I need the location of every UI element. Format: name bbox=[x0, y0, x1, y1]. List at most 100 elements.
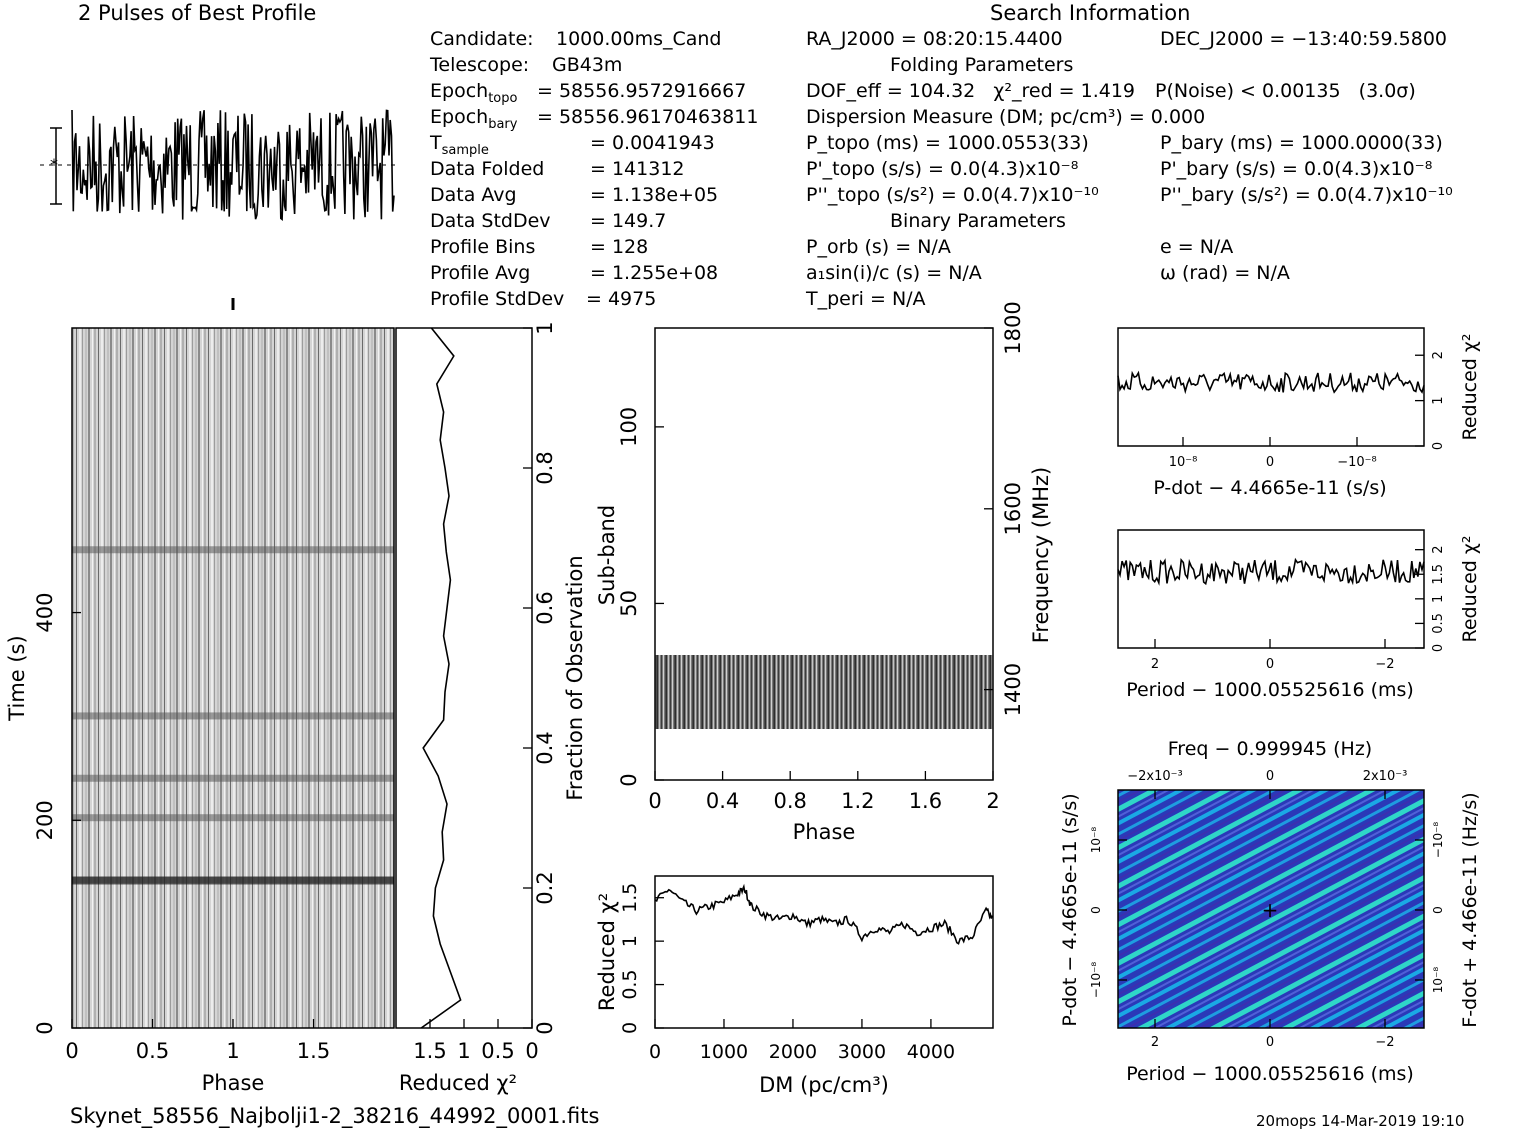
tp-x-label: 0.5 bbox=[136, 1039, 169, 1063]
ppdot-frame bbox=[1117, 789, 1425, 1029]
per-y-label: 0.5 bbox=[1431, 613, 1446, 634]
period-xlabel: Period − 1000.05525616 (ms) bbox=[1126, 679, 1414, 701]
period-ylabel: Reduced χ² bbox=[1459, 536, 1481, 643]
time-phase-dark-row bbox=[72, 876, 394, 885]
tchi-x-label: 1 bbox=[457, 1039, 470, 1063]
ptopo-text: P_topo (ms) = 1000.0553(33) bbox=[806, 132, 1089, 154]
sb-x-label: 0.4 bbox=[706, 789, 739, 813]
dec-text: DEC_J2000 = −13:40:59.5800 bbox=[1160, 28, 1448, 50]
data-avg-label: Data Avg bbox=[430, 184, 517, 206]
epoch-topo-value: = 58556.9572916667 bbox=[537, 80, 747, 102]
sb-x-label: 1.6 bbox=[909, 789, 942, 813]
telescope-value: GB43m bbox=[552, 54, 623, 76]
period-chi2-line bbox=[1117, 557, 1425, 586]
pp-r-label: 0 bbox=[1431, 906, 1445, 914]
search-title: Search Information bbox=[990, 1, 1191, 25]
profile-line bbox=[71, 109, 395, 221]
ppdot-yticks: 10⁻⁸ 0 −10⁻⁸ bbox=[1089, 827, 1127, 999]
pp-y-label: −10⁻⁸ bbox=[1089, 962, 1103, 999]
per-y-label: 1 bbox=[1431, 595, 1446, 603]
e-text: e = N/A bbox=[1160, 236, 1234, 258]
ppdot-right-ylabel: F-dot + 4.466e-11 (Hz/s) bbox=[1459, 792, 1481, 1027]
pdbary-text: P'_bary (s/s) = 0.0(4.3)x10⁻⁸ bbox=[1160, 158, 1433, 180]
pdot-xlabel: P-dot − 4.4665e-11 (s/s) bbox=[1153, 477, 1386, 499]
tchi-y-label: 0.2 bbox=[533, 871, 557, 904]
profile-bins-label: Profile Bins bbox=[430, 236, 536, 258]
subband-frequency-ticks: 1400 1600 1800 bbox=[984, 301, 1025, 716]
sb-x-label: 2 bbox=[986, 789, 999, 813]
profile-panel: * bbox=[40, 109, 395, 221]
dm-text: Dispersion Measure (DM; pc/cm³) = 0.000 bbox=[806, 106, 1206, 128]
telescope-label: Telescope: bbox=[430, 54, 530, 76]
subband-yticks: 0 50 100 bbox=[617, 407, 664, 787]
ppdot-top-ticks: −2x10⁻³ 0 2x10⁻³ bbox=[1127, 769, 1407, 799]
time-phase-panel: 0 0.5 1 1.5 0 200 400 Phase Time (s) bbox=[5, 298, 395, 1095]
pdot-chi2-line bbox=[1117, 370, 1425, 395]
tsample-label: Tsample bbox=[430, 132, 489, 158]
tchi-x-label: 0 bbox=[525, 1039, 538, 1063]
tp-y-label: 0 bbox=[33, 1021, 57, 1034]
per-y-label: 1.5 bbox=[1431, 564, 1446, 585]
ppdot-title: Freq − 0.999945 (Hz) bbox=[1168, 738, 1372, 760]
ppdot-image bbox=[1118, 790, 1424, 1028]
period-chi2-frame bbox=[1117, 529, 1425, 649]
per-y-label: 0 bbox=[1431, 644, 1446, 652]
period-yticks: 0 0.5 1 1.5 2 bbox=[1415, 546, 1446, 652]
tchi-y-label: 0.6 bbox=[533, 591, 557, 624]
time-phase-dark-row bbox=[72, 712, 394, 720]
time-chi2-xticks: 1.5 1 0.5 0 bbox=[413, 1019, 539, 1063]
time-phase-dark-row bbox=[72, 774, 394, 782]
dm-xlabel: DM (pc/cm³) bbox=[759, 1073, 889, 1097]
time-phase-yticks: 0 200 400 bbox=[33, 593, 81, 1035]
pdot-x-label: 0 bbox=[1266, 455, 1274, 470]
epoch-topo-label: Epochtopo bbox=[430, 80, 518, 106]
pp-top-label: 2x10⁻³ bbox=[1363, 769, 1408, 784]
pdot-y-label: 1 bbox=[1431, 396, 1446, 404]
tchi-y-label: 0.8 bbox=[533, 451, 557, 484]
candidate-value: 1000.00ms_Cand bbox=[556, 28, 722, 50]
sb-y-label: 0 bbox=[617, 773, 641, 786]
ppdot-xticks: 2 0 −2 bbox=[1151, 1019, 1395, 1050]
dm-y-label: 1.5 bbox=[619, 883, 641, 913]
pdot-xticks: 10⁻⁸ 0 −10⁻⁸ bbox=[1169, 437, 1377, 470]
dm-x-label: 1000 bbox=[700, 1041, 748, 1063]
tchi-y-label: 0 bbox=[533, 1021, 557, 1034]
dm-ylabel: Reduced χ² bbox=[595, 893, 619, 1011]
dm-chi2-line bbox=[654, 883, 993, 945]
ppdot-ylabel: P-dot − 4.4665e-11 (s/s) bbox=[1059, 793, 1081, 1026]
a1sini-text: a₁sin(i)/c (s) = N/A bbox=[806, 262, 982, 284]
pdot-y-label: 2 bbox=[1431, 351, 1446, 359]
time-phase-dark-row bbox=[72, 546, 394, 554]
data-avg-value: = 1.138e+05 bbox=[590, 184, 719, 206]
pp-r-label: 10⁻⁸ bbox=[1431, 967, 1445, 994]
dm-x-label: 2000 bbox=[769, 1041, 817, 1063]
time-phase-xticks: 0 0.5 1 1.5 bbox=[65, 1019, 330, 1063]
subband-xticks: 0 0.4 0.8 1.2 1.6 2 bbox=[648, 771, 1000, 813]
profile-mean-marker: * bbox=[50, 155, 58, 174]
tsample-value: = 0.0041943 bbox=[590, 132, 715, 154]
sb-x-label: 0.8 bbox=[773, 789, 806, 813]
sb-r-label: 1600 bbox=[1001, 482, 1025, 535]
omega-text: ω (rad) = N/A bbox=[1160, 262, 1290, 284]
data-folded-label: Data Folded bbox=[430, 158, 545, 180]
dm-y-label: 0.5 bbox=[619, 969, 641, 999]
tp-x-label: 1.5 bbox=[297, 1039, 330, 1063]
tchi-y-label: 1 bbox=[533, 321, 557, 334]
sb-x-label: 1.2 bbox=[841, 789, 874, 813]
time-chi2-yticks: 0 0.2 0.4 0.6 0.8 1 bbox=[523, 321, 557, 1035]
time-phase-dark-row bbox=[72, 814, 394, 822]
time-chi2-line bbox=[420, 327, 462, 1029]
subband-right-ylabel: Frequency (MHz) bbox=[1029, 467, 1053, 643]
subband-phase-frame bbox=[654, 327, 994, 781]
subband-xlabel: Phase bbox=[793, 820, 856, 844]
pdot-x-label: −10⁻⁸ bbox=[1337, 455, 1377, 470]
porb-text: P_orb (s) = N/A bbox=[806, 236, 951, 258]
pdot-ylabel: Reduced χ² bbox=[1459, 334, 1481, 441]
sb-y-label: 50 bbox=[617, 590, 641, 617]
per-y-label: 2 bbox=[1431, 546, 1446, 554]
period-xticks: 2 0 −2 bbox=[1151, 639, 1395, 672]
time-phase-xlabel: Phase bbox=[202, 1071, 265, 1095]
dm-yticks: 0 0.5 1 1.5 bbox=[619, 883, 664, 1034]
pp-y-label: 10⁻⁸ bbox=[1089, 827, 1103, 854]
